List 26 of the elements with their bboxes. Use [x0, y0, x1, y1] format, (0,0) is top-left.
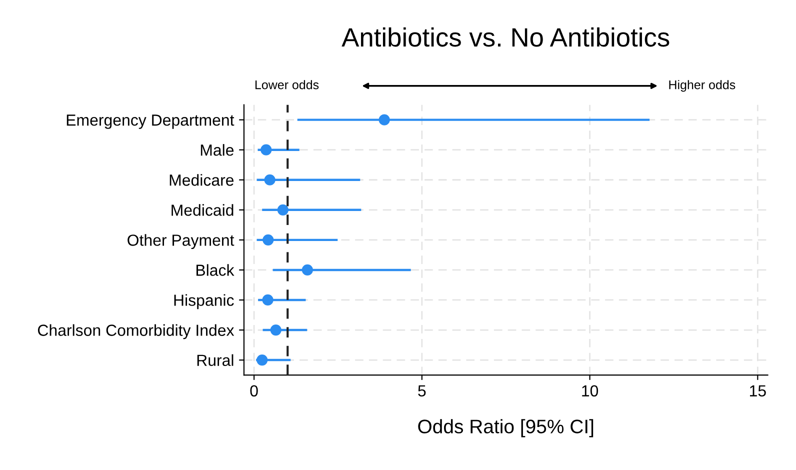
chart-title: Antibiotics vs. No Antibiotics — [342, 27, 670, 47]
text: Higher odds — [669, 80, 736, 92]
y-tick-label: Medicare — [170, 174, 234, 186]
y-tick-label: Emergency Department — [66, 114, 234, 129]
y-tick-label: Medicaid — [172, 204, 234, 216]
point — [378, 114, 390, 126]
point — [260, 144, 272, 156]
point — [302, 264, 313, 276]
y-tick-label: Male — [200, 144, 234, 156]
x-tick-label: 15 — [750, 385, 766, 397]
point — [262, 294, 274, 306]
x-tick-label: 5 — [418, 385, 426, 397]
y-tick-label: Other Payment — [128, 234, 234, 250]
x-axis-title: Odds Ratio [95% CI] — [418, 419, 594, 438]
x-tick-label: 10 — [582, 385, 598, 397]
x-tick-label: 0 — [250, 385, 258, 397]
point — [270, 324, 282, 336]
y-tick-label: Black — [196, 264, 234, 276]
y-tick-label: Charlson Comorbidity Index — [38, 324, 234, 340]
text: Lower odds — [255, 80, 319, 90]
point — [264, 174, 276, 186]
point — [277, 204, 288, 216]
point — [256, 354, 268, 366]
y-tick-label: Hispanic — [174, 294, 234, 310]
y-tick-label: Rural — [197, 354, 234, 366]
point — [262, 234, 274, 246]
